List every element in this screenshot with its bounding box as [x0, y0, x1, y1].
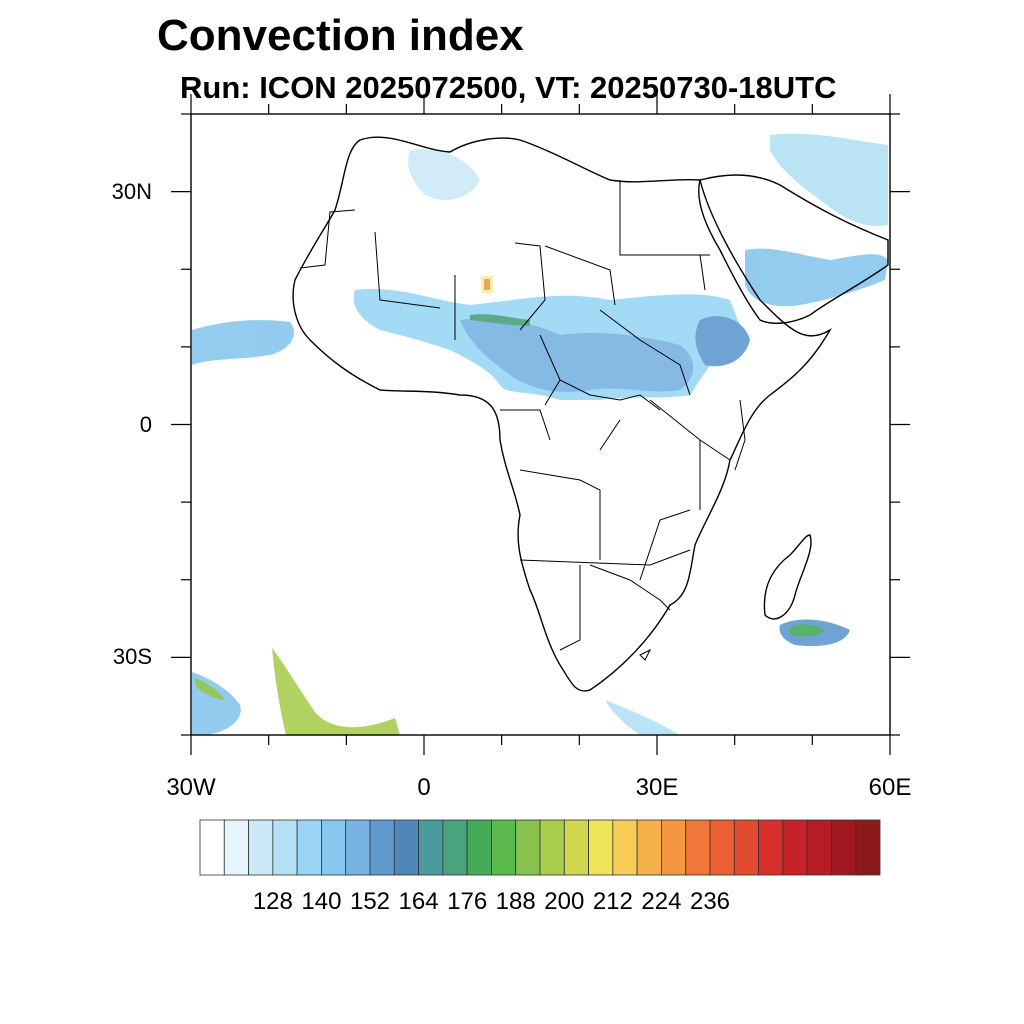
colorbar-label: 188 [495, 888, 536, 915]
convection-field-levant [770, 133, 888, 226]
colorbar-label: 128 [252, 888, 293, 915]
colorbar-label: 176 [447, 888, 488, 915]
colorbar-box [272, 819, 298, 876]
convection-field-sahara [408, 149, 480, 200]
colorbar-box [612, 819, 638, 876]
longitude-label: 30W [166, 774, 216, 801]
colorbar-label: 140 [301, 888, 342, 915]
longitude-label: 0 [417, 774, 431, 801]
latitude-label: 30S [112, 644, 152, 670]
convection-field-band [470, 314, 530, 326]
latitude-label: 30N [111, 178, 152, 204]
convection-field-hotspot-edge [481, 276, 493, 293]
colorbar-box [636, 819, 662, 876]
colorbar-box [296, 819, 322, 876]
colorbar-box [321, 819, 347, 876]
colorbar-box [248, 819, 274, 876]
longitude-label: 60E [868, 774, 912, 801]
colorbar-box [806, 819, 832, 876]
colorbar-box [685, 819, 711, 876]
colorbar-box [491, 819, 517, 876]
colorbar-box [442, 819, 468, 876]
map-outlines [292, 136, 889, 692]
colorbar-box [855, 819, 881, 876]
convection-field-southwest-core [195, 678, 225, 700]
colorbar-box [466, 819, 492, 876]
borders [299, 180, 746, 661]
colorbar-label: 224 [641, 888, 682, 915]
colorbar-box [563, 819, 589, 876]
arabia-outline [698, 174, 889, 324]
convection-field-central [460, 318, 694, 392]
colorbar-box [418, 819, 444, 876]
colorbar-label: 164 [398, 888, 439, 915]
africa-coastline [292, 136, 832, 692]
colorbar-label: 212 [592, 888, 633, 915]
longitude-label: 30E [635, 774, 679, 801]
chart-title: Convection index [157, 11, 524, 60]
colorbar-label: 200 [544, 888, 585, 915]
convection-field-ethiopia [695, 316, 750, 367]
colorbar-box [199, 819, 225, 876]
axis-ticks [171, 94, 910, 755]
colorbar-box [515, 819, 541, 876]
madagascar-outline [763, 534, 812, 620]
map-frame [190, 113, 891, 736]
colorbar-box [393, 819, 419, 876]
colorbar-box [661, 819, 687, 876]
convection-field-south-indian [605, 700, 680, 735]
convection-field-arabia [745, 248, 888, 307]
colorbar-label: 152 [349, 888, 391, 915]
colorbar-box [223, 819, 249, 876]
colorbar [199, 819, 881, 876]
colorbar-box [733, 819, 759, 876]
colorbar-box [369, 819, 395, 876]
convection-field-west [192, 320, 294, 365]
colorbar-box [831, 819, 857, 876]
colorbar-box [709, 819, 735, 876]
convection-field-madagascar-core [790, 624, 825, 637]
colorbar-box [782, 819, 808, 876]
convection-field [192, 133, 888, 735]
colorbar-box [758, 819, 784, 876]
latitude-label: 0 [139, 411, 152, 437]
chart-subtitle: Run: ICON 2025072500, VT: 20250730-18UTC [180, 70, 837, 105]
colorbar-box [539, 819, 565, 876]
colorbar-box [345, 819, 371, 876]
colorbar-label: 236 [689, 888, 731, 915]
convection-field-south-atlantic [272, 648, 400, 735]
colorbar-box [588, 819, 614, 876]
